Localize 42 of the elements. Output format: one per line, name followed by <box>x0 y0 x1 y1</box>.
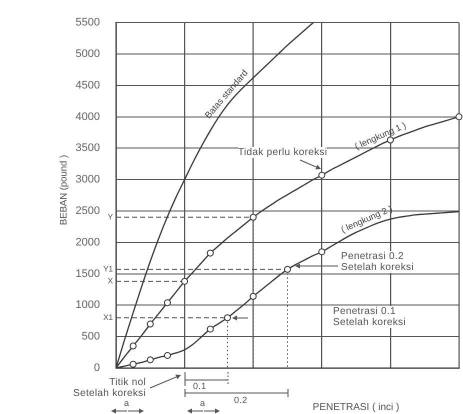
y-tick-label: 4000 <box>76 110 100 123</box>
point <box>146 356 154 364</box>
point <box>181 278 188 285</box>
text: Titik nol Setelah koreksi <box>71 377 146 399</box>
annotation: Tidak perlu koreksi <box>238 147 328 158</box>
annotation: Penetrasi 0.2 Setelah koreksi <box>341 251 421 273</box>
ref-line-label: X1 <box>103 312 114 322</box>
y-tick-label: 2000 <box>76 236 100 248</box>
y-tick-label: 3500 <box>76 142 100 154</box>
y-tick-label: 1500 <box>76 268 100 280</box>
ref-line-label: Y <box>108 212 114 222</box>
point <box>206 326 214 333</box>
point <box>224 314 231 322</box>
y-tick-label: 500 <box>82 330 100 343</box>
point <box>164 352 171 359</box>
text: a <box>124 398 130 408</box>
point <box>456 113 462 120</box>
point <box>130 360 137 368</box>
point <box>130 342 137 350</box>
ref-line-label: Y1 <box>103 264 114 274</box>
point <box>250 292 257 300</box>
point <box>146 320 154 328</box>
text: 0.1 <box>193 381 206 391</box>
ref-line-label: X <box>108 276 114 286</box>
y-axis-title: BEBAN (pound ) <box>58 154 70 226</box>
point <box>206 250 214 257</box>
point <box>164 299 171 306</box>
y-tick-label: 0 <box>94 362 100 374</box>
y-tick-label: 3000 <box>76 174 100 186</box>
y-tick-label: 2500 <box>76 205 100 218</box>
point <box>318 248 326 256</box>
x-axis-title: PENETRASI ( inci ) <box>312 402 400 413</box>
annotation: Penetrasi 0.1 Setelah koreksi <box>333 306 413 328</box>
y-tick-label: 4500 <box>76 79 100 92</box>
point <box>284 266 291 273</box>
y-tick-label: 5500 <box>76 16 100 29</box>
point <box>250 214 257 221</box>
y-tick-label: 5000 <box>76 48 100 60</box>
y-tick-label: 1000 <box>76 299 100 312</box>
text: a <box>200 398 206 408</box>
text: 0.2 <box>234 395 248 405</box>
point <box>318 172 326 179</box>
